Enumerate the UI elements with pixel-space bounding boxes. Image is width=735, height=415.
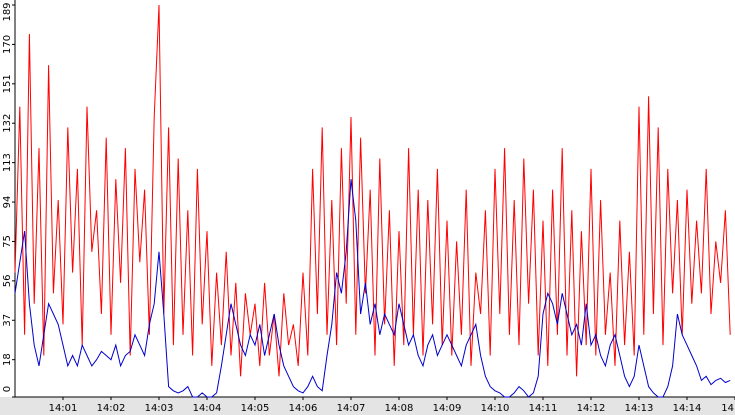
x-tick-label: 14:11	[529, 403, 558, 414]
x-tick-label: 14:10	[481, 403, 510, 414]
series-line	[14, 179, 731, 398]
x-tick-label: 14:14	[673, 403, 702, 414]
x-tick-label: 14	[721, 403, 734, 414]
x-tick-label: 14:03	[145, 403, 174, 414]
x-tick-label: 14:12	[577, 403, 606, 414]
x-tick-label: 14:08	[385, 403, 414, 414]
x-tick-label: 14:05	[241, 403, 270, 414]
x-tick-label: 14:13	[625, 403, 654, 414]
x-axis-band	[0, 397, 735, 415]
y-tick-label: 0	[2, 386, 13, 392]
y-tick-label: 18	[2, 353, 13, 366]
y-tick-label: 151	[2, 74, 13, 93]
x-tick-label: 14:01	[49, 403, 78, 414]
x-tick-label: 14:02	[97, 403, 126, 414]
y-tick-label: 37	[2, 314, 13, 327]
x-tick-label: 14:04	[193, 403, 222, 414]
y-tick-label: 189	[2, 2, 13, 21]
y-tick-label: 170	[2, 35, 13, 54]
y-tick-label: 113	[2, 153, 13, 172]
x-tick-label: 14:09	[433, 403, 462, 414]
series-line	[14, 4, 731, 377]
x-tick-label: 14:06	[289, 403, 318, 414]
x-tick-label: 14:07	[337, 403, 366, 414]
y-tick-label: 75	[2, 235, 13, 248]
y-tick-label: 94	[2, 196, 13, 209]
y-tick-label: 56	[2, 274, 13, 287]
y-tick-label: 132	[2, 114, 13, 133]
